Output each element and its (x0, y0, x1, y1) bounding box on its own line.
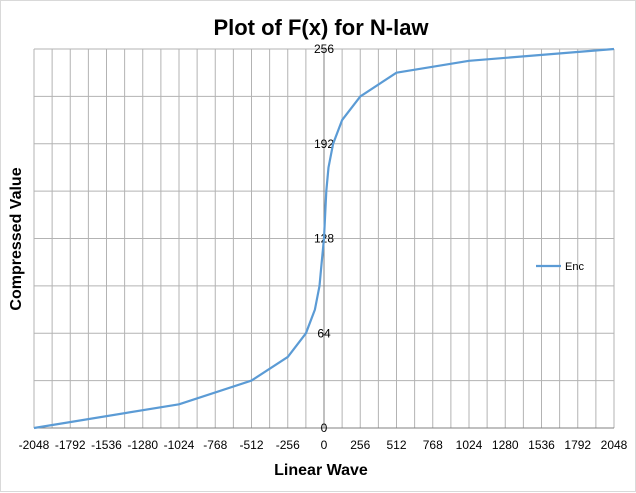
series-layer (33, 47, 615, 430)
x-axis-ticks: -2048 -1792 -1536 -1280 -1024 -768 -512 -256 0 25… (19, 438, 628, 452)
x-tick-label: -1792 (55, 438, 86, 452)
x-tick-label: 768 (423, 438, 443, 452)
x-tick-label: -1024 (164, 438, 195, 452)
y-tick-label: 256 (314, 42, 334, 56)
x-tick-label: -768 (203, 438, 227, 452)
x-tick-label: 512 (386, 438, 406, 452)
legend-label-enc: Enc (565, 261, 584, 273)
x-tick-label: 1280 (492, 438, 519, 452)
x-tick-label: -512 (239, 438, 263, 452)
x-axis-label: Linear Wave (274, 462, 368, 479)
grid (33, 48, 615, 429)
x-tick-label: 1024 (456, 438, 483, 452)
x-tick-label: 2048 (601, 438, 628, 452)
legend: Enc (536, 261, 584, 273)
y-tick-label: 192 (314, 137, 334, 151)
series-line-enc (33, 47, 615, 430)
x-tick-label: 0 (321, 438, 328, 452)
x-tick-label: -1280 (127, 438, 158, 452)
chart-title: Plot of F(x) for N-law (213, 15, 429, 40)
y-tick-label: 64 (317, 326, 331, 340)
x-tick-label: 1536 (528, 438, 555, 452)
x-tick-label: 256 (350, 438, 370, 452)
x-tick-label: 1792 (564, 438, 591, 452)
y-axis-label: Compressed Value (8, 167, 25, 310)
x-tick-label: -256 (276, 438, 300, 452)
x-tick-label: -1536 (91, 438, 122, 452)
x-tick-label: -2048 (19, 438, 50, 452)
y-tick-label: 0 (321, 421, 328, 435)
